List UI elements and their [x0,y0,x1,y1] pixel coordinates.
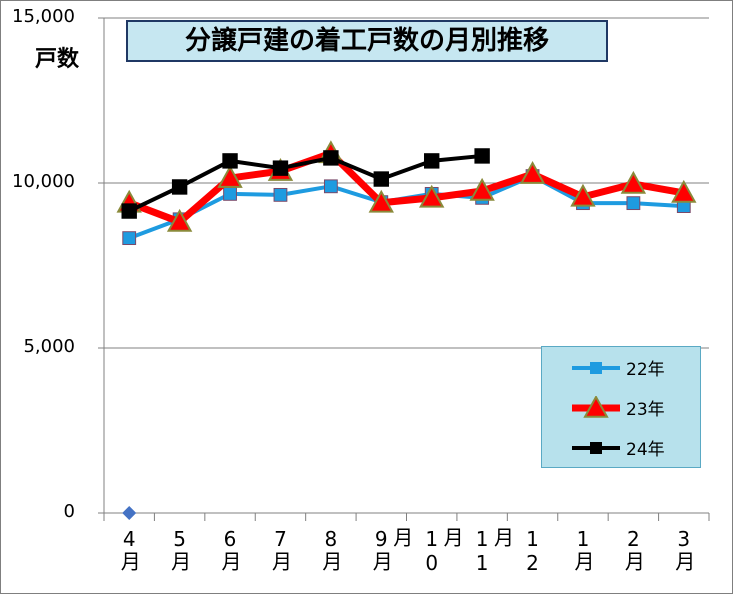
legend-marker [572,395,620,418]
y-tick-label: 15,000 [12,6,75,27]
data-point [323,179,338,194]
data-point [368,189,394,213]
data-point [570,183,596,207]
legend-label: 24年 [626,440,665,460]
x-tick-label: 4月 [117,527,142,571]
x-tick-label: 12月 [490,527,545,575]
y-tick-label: 5,000 [23,336,75,357]
legend-label: 22年 [626,360,665,380]
data-point [671,179,697,203]
data-point [273,187,288,202]
data-point [519,161,546,184]
x-tick-label: 9月 [369,527,394,571]
data-point [121,203,137,219]
x-tick-label: 5月 [167,527,192,571]
series-line [128,153,483,213]
x-tick-label: 10月 [389,527,444,575]
data-point [474,148,490,164]
chart-title: 分譲戸建の着工戸数の月別推移 [126,20,608,62]
data-point [424,153,440,169]
data-point [626,196,641,211]
data-point [122,506,137,520]
legend-item: 23年 [572,395,665,420]
data-point [272,160,289,176]
x-tick-label: 1月 [570,527,595,571]
data-point [620,170,647,194]
data-point [373,171,389,187]
legend-item: 22年 [572,355,665,380]
x-tick-label: 2月 [621,527,646,571]
data-point [469,177,495,201]
data-point [122,231,137,246]
series-line [128,174,684,240]
data-point [222,153,238,169]
legend: 22年 23年 24年 [541,346,701,468]
y-tick-label: 0 [63,501,75,522]
data-point [223,186,237,201]
series-line [127,149,685,226]
legend-marker [572,441,620,454]
data-point [166,208,193,232]
y-tick-label: 10,000 [12,171,75,192]
data-point [323,150,339,166]
x-tick-label: 11月 [440,527,495,575]
data-point [217,164,243,188]
x-tick-label: 8月 [318,527,343,571]
x-tick-label: 6月 [218,527,243,571]
data-point [419,184,445,208]
legend-marker [572,361,620,374]
x-tick-label: 3月 [671,527,696,571]
x-tick-label: 7月 [268,527,293,571]
legend-item: 24年 [572,435,665,460]
legend-label: 23年 [626,400,665,420]
data-point [171,179,188,195]
y-axis-label: 戸数 [35,47,80,72]
